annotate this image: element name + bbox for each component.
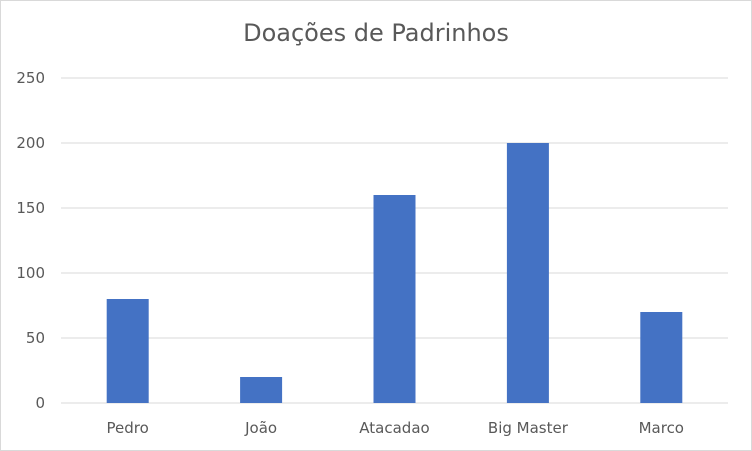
bar-pedro — [107, 299, 149, 403]
bar-atacadao — [374, 195, 416, 403]
y-tick-label: 200 — [16, 134, 45, 152]
bar-big-master — [507, 143, 549, 403]
x-category-label: Pedro — [107, 419, 149, 437]
x-category-label: João — [244, 419, 277, 437]
y-tick-label: 100 — [16, 264, 45, 282]
x-category-label: Big Master — [488, 419, 569, 437]
bar-marco — [640, 312, 682, 403]
bar-joão — [240, 377, 282, 403]
y-tick-label: 150 — [16, 199, 45, 217]
y-tick-label: 250 — [16, 69, 45, 87]
x-category-label: Marco — [639, 419, 684, 437]
x-category-label: Atacadao — [359, 419, 429, 437]
y-tick-label: 50 — [26, 329, 45, 347]
y-tick-label: 0 — [35, 394, 45, 412]
